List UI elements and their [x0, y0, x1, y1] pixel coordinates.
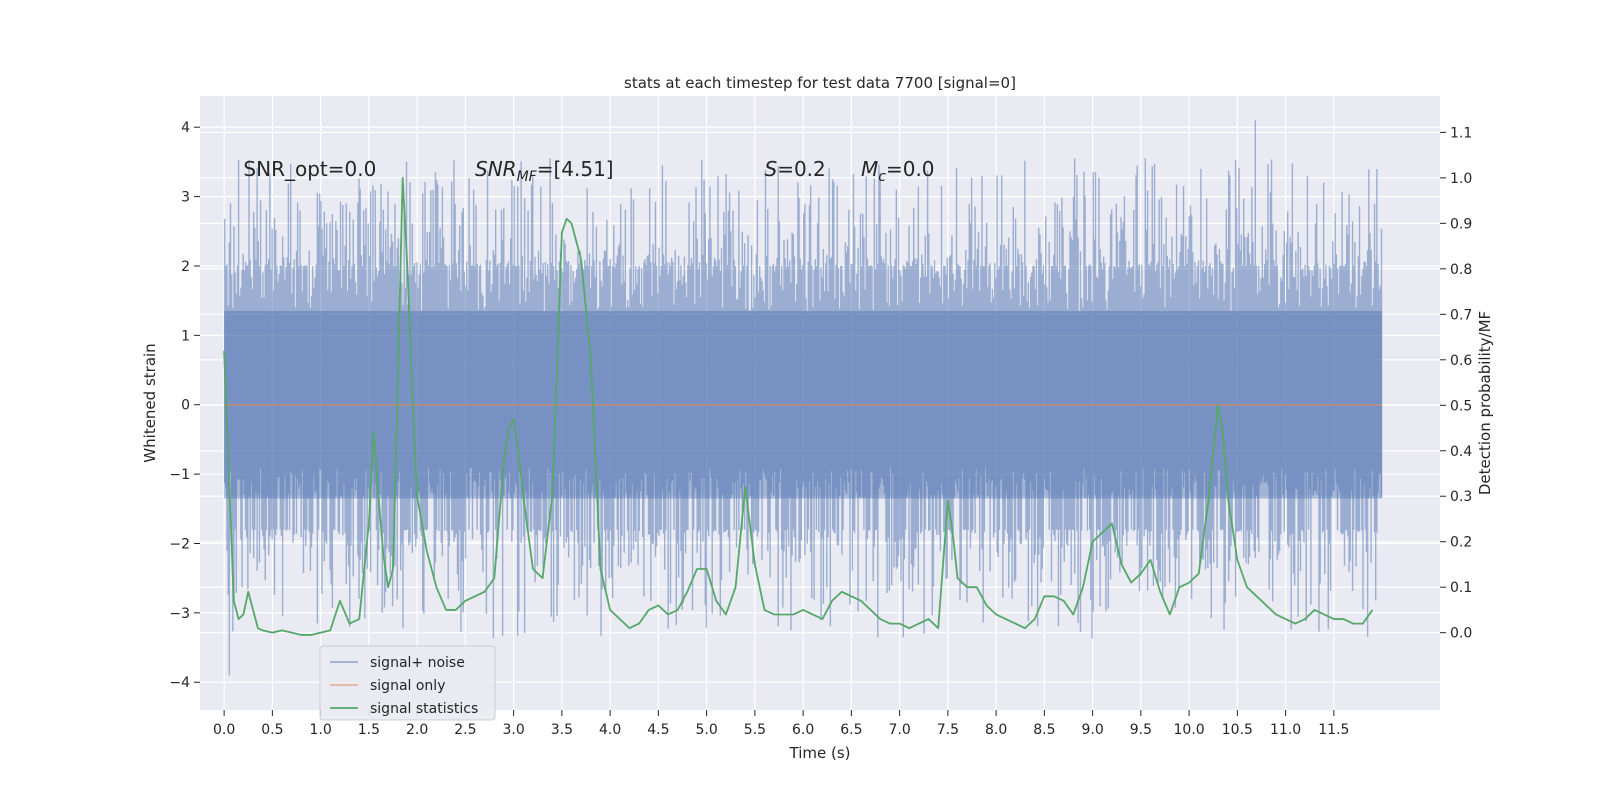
x-tick-label: 2.0	[406, 722, 428, 738]
legend-label-signal-noise: signal+ noise	[370, 655, 465, 671]
annotation: S=0.2	[765, 157, 826, 181]
y2-axis-ticks: 0.0 0.1 0.2 0.3 0.4 0.5 0.6 0.7 0.8 0.9 1.0 1.1	[1440, 125, 1472, 642]
y-tick-label: 4	[181, 120, 190, 136]
x-tick-label: 6.0	[792, 722, 814, 738]
y2-tick-label: 0.0	[1450, 626, 1472, 642]
y2-tick-label: 0.9	[1450, 216, 1472, 232]
x-tick-label: 10.5	[1222, 722, 1253, 738]
y2-tick-label: 0.6	[1450, 353, 1472, 369]
series-signal-statistics	[223, 176, 1374, 636]
x-tick-label: 6.5	[840, 722, 862, 738]
x-tick-label: 0.0	[213, 722, 235, 738]
y-tick-label: −3	[169, 606, 190, 622]
legend-box	[319, 645, 496, 721]
y-axis-label: Whitened strain	[141, 343, 159, 462]
x-axis-label: Time (s)	[789, 744, 851, 762]
x-tick-label: 5.5	[744, 722, 766, 738]
x-tick-label: 5.0	[695, 722, 717, 738]
y2-tick-label: 1.0	[1450, 171, 1472, 187]
x-tick-label: 9.5	[1130, 722, 1152, 738]
x-tick-label: 1.0	[309, 722, 331, 738]
legend: signal+ noise signal only signal statist…	[319, 645, 496, 721]
x-tick-label: 1.5	[358, 722, 380, 738]
annotation: SNR_opt=0.0	[243, 157, 376, 181]
y-tick-label: 2	[181, 259, 190, 275]
y2-tick-label: 0.7	[1450, 307, 1472, 323]
y-tick-label: 1	[181, 328, 190, 344]
y2-tick-label: 0.1	[1450, 580, 1472, 596]
x-tick-label: 8.5	[1033, 722, 1055, 738]
x-tick-label: 0.5	[261, 722, 283, 738]
x-tick-label: 10.0	[1174, 722, 1205, 738]
x-tick-label: 8.0	[985, 722, 1007, 738]
x-tick-label: 2.5	[454, 722, 476, 738]
annotation: Mc=0.0	[861, 157, 935, 185]
signal-statistics-line	[223, 176, 1374, 636]
x-tick-label: 7.0	[888, 722, 910, 738]
y-tick-label: 0	[181, 398, 190, 414]
y2-tick-label: 1.1	[1450, 125, 1472, 141]
y2-tick-label: 0.8	[1450, 262, 1472, 278]
legend-label-signal-statistics: signal statistics	[370, 701, 478, 717]
x-axis-ticks: 0.0 0.5 1.0 1.5 2.0 2.5 3.0 3.5 4.0 4.5 5.0 5.5 6.0 6…	[213, 710, 1349, 738]
y-tick-label: −4	[169, 675, 190, 691]
annotations: SNR_opt=0.0 SNRMF=[4.51] S=0.2 Mc=0.0	[243, 157, 934, 185]
y2-axis-label: Detection probability/MF	[1476, 311, 1494, 495]
x-tick-label: 4.5	[647, 722, 669, 738]
annotation: SNRMF=[4.51]	[475, 157, 614, 185]
y2-tick-label: 0.5	[1450, 398, 1472, 414]
legend-label-signal-only: signal only	[370, 678, 445, 694]
x-tick-label: 7.5	[937, 722, 959, 738]
x-tick-label: 9.0	[1081, 722, 1103, 738]
y2-tick-label: 0.3	[1450, 489, 1472, 505]
y2-tick-label: 0.4	[1450, 444, 1472, 460]
x-tick-label: 11.5	[1318, 722, 1349, 738]
y-tick-label: −1	[169, 467, 190, 483]
y-tick-label: −2	[169, 536, 190, 552]
x-tick-label: 3.5	[551, 722, 573, 738]
x-tick-label: 4.0	[599, 722, 621, 738]
chart-title: stats at each timestep for test data 770…	[624, 74, 1016, 92]
y2-tick-label: 0.2	[1450, 535, 1472, 551]
y-axis-ticks: −4 −3 −2 −1 0 1 2 3 4	[169, 120, 200, 691]
x-tick-label: 11.0	[1270, 722, 1301, 738]
y-tick-label: 3	[181, 190, 190, 206]
x-tick-label: 3.0	[502, 722, 524, 738]
